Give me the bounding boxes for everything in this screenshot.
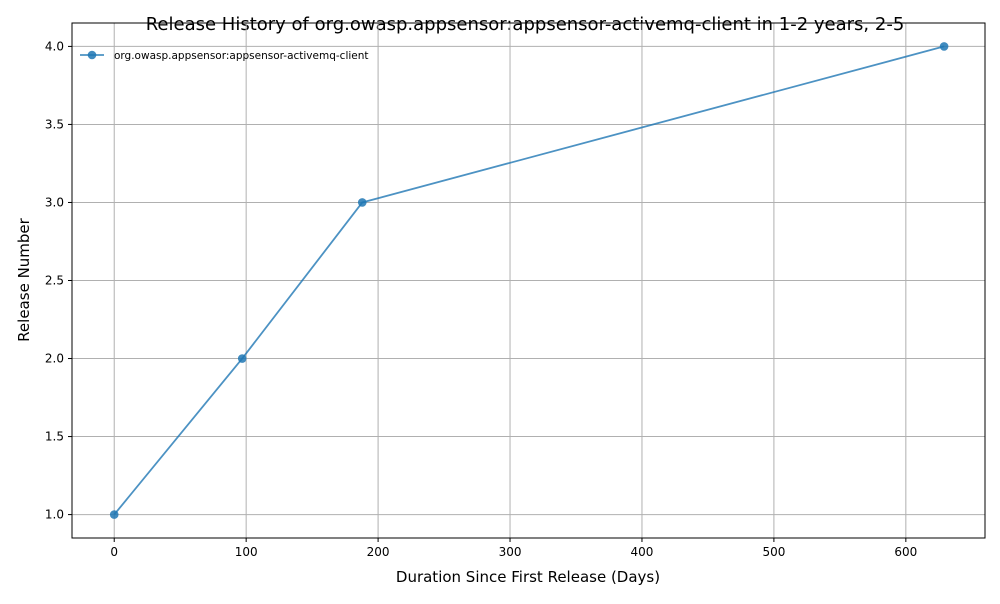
x-axis-ticks: 0 100 200 300 400 500 600 — [110, 538, 917, 559]
y-tick-label: 2.0 — [45, 352, 64, 366]
y-tick-label: 2.5 — [45, 274, 64, 288]
legend: org.owasp.appsensor:appsensor-activemq-c… — [80, 50, 369, 62]
x-tick-label: 400 — [631, 545, 654, 559]
series-layer — [109, 42, 949, 519]
y-tick-label: 3.0 — [45, 195, 64, 209]
grid-lines — [72, 23, 985, 538]
x-axis-label: Duration Since First Release (Days) — [396, 568, 660, 586]
y-axis-ticks: 1.0 1.5 2.0 2.5 3.0 3.5 4.0 — [45, 39, 72, 522]
y-tick-label: 3.5 — [45, 117, 64, 131]
y-tick-label: 4.0 — [45, 39, 64, 53]
x-tick-label: 200 — [367, 545, 390, 559]
chart-title: Release History of org.owasp.appsensor:a… — [146, 14, 905, 35]
data-point — [237, 354, 247, 363]
x-tick-label: 500 — [762, 545, 785, 559]
series-line — [113, 45, 945, 516]
legend-marker — [87, 50, 97, 60]
x-tick-label: 600 — [894, 545, 917, 559]
x-tick-label: 300 — [499, 545, 522, 559]
x-tick-label: 100 — [235, 545, 258, 559]
y-tick-label: 1.0 — [45, 508, 64, 522]
y-tick-label: 1.5 — [45, 430, 64, 444]
data-point — [357, 198, 367, 207]
x-tick-label: 0 — [110, 545, 118, 559]
y-axis-label: Release Number — [15, 217, 33, 341]
data-point — [939, 42, 949, 51]
data-point — [109, 510, 119, 519]
legend-label: org.owasp.appsensor:appsensor-activemq-c… — [114, 50, 369, 62]
